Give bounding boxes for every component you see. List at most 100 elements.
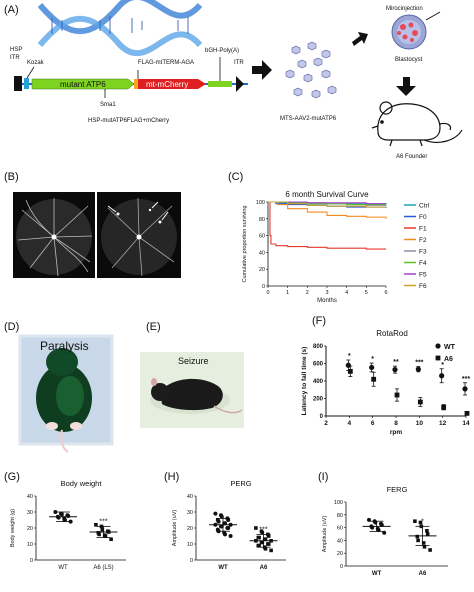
x-tick-label: 5 [365, 290, 368, 296]
data-point-wt [226, 526, 231, 530]
data-point-a6 [269, 539, 273, 543]
y-tick-label: 0 [320, 414, 324, 420]
x-tick-label: WT [218, 565, 228, 571]
y-axis-title: Amplitude (uV) [322, 516, 328, 553]
x-tick-label: A6 [260, 565, 268, 571]
data-point-wt [213, 511, 218, 516]
data-point-a6 [260, 531, 265, 535]
significance-marker: * [421, 518, 424, 525]
data-point-a6 [413, 519, 417, 523]
ferg-chart: FERG 0 20 40 60 80 100 Amplitude (uV) WT A6 * [322, 485, 448, 577]
x-tick-label: 4 [348, 420, 352, 427]
y-tick-label: 10 [27, 542, 33, 548]
x-tick-label: 12 [439, 420, 447, 427]
data-point-a6 [106, 530, 111, 534]
x-tick-label: A6 [419, 571, 427, 577]
virus-name: MTS-AAV2-mutATP6 [280, 116, 337, 122]
y-tick-label: 40 [259, 250, 265, 256]
panel-e-label: (E) [146, 321, 161, 333]
data-point-a6 [103, 534, 108, 538]
data-point-wt [68, 519, 73, 524]
legend-label-f3: F3 [419, 249, 427, 256]
legend-label-wt: WT [444, 344, 456, 351]
seizure-label: Seizure [178, 356, 209, 366]
arrow-icon [352, 32, 368, 46]
data-point-a6 [425, 529, 429, 533]
legend-label-f1: F1 [419, 226, 427, 233]
x-axis-title: Months [317, 298, 337, 304]
data-point-wt [219, 524, 224, 529]
data-point-wt [216, 529, 221, 534]
x-tick-label: 4 [345, 290, 348, 296]
legend-label-a6: A6 [444, 356, 453, 363]
y-tick-label: 80 [259, 217, 265, 223]
bgh-label: bGH-Poly(A) [205, 48, 239, 54]
y-tick-label: 600 [313, 362, 324, 368]
data-point-a6 [263, 537, 268, 541]
y-tick-label: 800 [313, 344, 324, 350]
data-point-wt [367, 517, 371, 522]
significance-marker: *** [259, 526, 267, 533]
data-point-a6 [415, 534, 420, 539]
y-tick-label: 0 [262, 284, 265, 290]
y-tick-label: 80 [337, 513, 343, 519]
x-tick-label: 8 [394, 420, 398, 427]
data-point-a6 [371, 376, 377, 382]
x-tick-label: WT [372, 571, 382, 577]
significance-marker: *** [415, 360, 423, 367]
data-point-wt [345, 362, 351, 368]
data-point-a6 [416, 538, 420, 543]
data-point-a6 [441, 404, 447, 410]
data-point-wt [223, 521, 227, 526]
x-tick-label: 2 [324, 420, 328, 427]
microinjection-label: Mirocinjection [386, 6, 423, 12]
kozak-label: Kozak [27, 60, 45, 66]
x-tick-label: 2 [306, 290, 309, 296]
data-point-wt [216, 519, 221, 524]
legend-label-f6: F6 [419, 283, 427, 290]
mutant-atp6-label: mutant ATP6 [60, 80, 106, 89]
legend-label-f5: F5 [419, 272, 427, 279]
construct-name: HSP-mutATP6FLAG+mCherry [88, 118, 169, 124]
bodyweight-chart: Body weight 0 10 20 30 40 Body weight (g) WT A6 … [10, 479, 126, 571]
data-point-a6 [394, 392, 400, 398]
itr-left-label: ITR [10, 55, 20, 61]
y-tick-label: 40 [27, 494, 33, 500]
data-point-a6 [422, 545, 427, 549]
y-tick-label: 400 [313, 379, 324, 385]
panel-i-label: (I) [318, 471, 328, 483]
data-point-wt [63, 518, 67, 522]
data-point-a6 [260, 540, 265, 545]
series-line-f1 [268, 201, 386, 250]
significance-marker: *** [99, 518, 107, 525]
data-point-wt [415, 366, 421, 372]
panel-g-label: (G) [4, 471, 20, 483]
significance-marker: *** [462, 376, 470, 383]
data-point-a6 [419, 524, 424, 529]
data-point-wt [373, 520, 378, 525]
x-tick-label: 10 [416, 420, 424, 427]
significance-marker: * [441, 362, 444, 369]
flag-label: FLAG-mtTERM-AGA [138, 60, 194, 66]
data-point-a6 [254, 526, 258, 530]
data-point-a6 [109, 537, 113, 541]
legend-label-f0: F0 [419, 214, 427, 221]
significance-marker: ** [393, 359, 399, 366]
data-point-wt [392, 367, 398, 373]
data-point-a6 [97, 532, 101, 537]
data-point-a6 [428, 548, 432, 552]
retina-image-right [97, 192, 181, 278]
chart-title: 6 month Survival Curve [285, 190, 369, 199]
x-tick-label: 3 [325, 290, 328, 296]
data-point-wt [226, 518, 231, 522]
paralysis-label: Paralysis [40, 339, 89, 353]
y-tick-label: 60 [259, 234, 265, 240]
data-point-a6 [269, 548, 273, 553]
legend-label-f4: F4 [419, 260, 427, 267]
data-point-wt [56, 515, 61, 520]
data-point-a6 [421, 541, 426, 545]
panel-h-label: (H) [164, 471, 179, 483]
construct-map [14, 57, 248, 98]
blastocyst-icon [391, 11, 441, 50]
